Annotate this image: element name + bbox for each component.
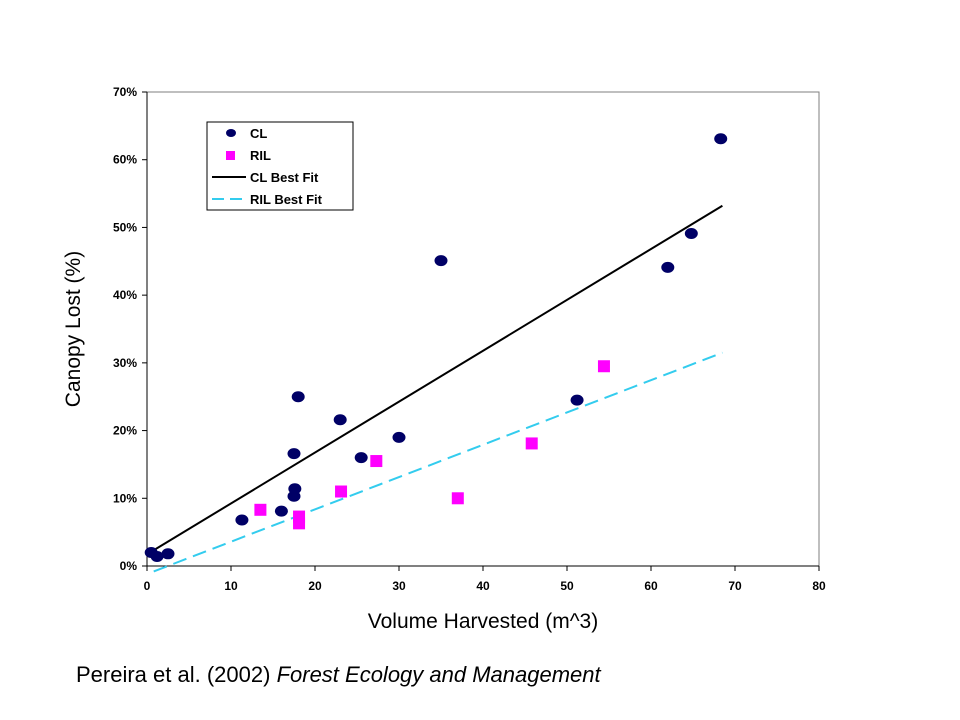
cl-data-point (287, 448, 301, 460)
ril-data-point (525, 437, 538, 450)
ril-data-point (451, 492, 464, 505)
legend-ril-fit-label: RIL Best Fit (250, 192, 323, 207)
cl-data-point (333, 414, 347, 426)
cl-data-point (684, 228, 698, 240)
ril-data-point (370, 455, 383, 468)
fit-lines (150, 204, 723, 573)
y-tick-label: 40% (113, 288, 137, 302)
legend-cl-label: CL (250, 126, 267, 141)
cl-data-point (354, 452, 368, 464)
cl-data-point (434, 255, 448, 267)
cl-data-point (274, 505, 288, 517)
x-tick-label: 20 (308, 579, 322, 593)
citation: Pereira et al. (2002) Forest Ecology and… (76, 662, 601, 688)
x-axis-ticks: 0 10 20 30 40 50 60 70 80 (144, 566, 826, 593)
y-axis-ticks: 0% 10% 20% 30% 40% 50% 60% 70% (113, 85, 147, 573)
y-tick-label: 20% (113, 424, 137, 438)
x-tick-label: 30 (392, 579, 406, 593)
y-tick-label: 50% (113, 220, 137, 234)
ril-data-point (293, 517, 306, 530)
cl-data-point (661, 261, 675, 273)
legend-cl-marker (226, 129, 236, 137)
legend-ril-label: RIL (250, 148, 271, 163)
x-tick-label: 0 (144, 579, 151, 593)
y-tick-label: 70% (113, 85, 137, 99)
cl-data-point (161, 548, 175, 560)
cl-data-point (235, 514, 249, 526)
x-tick-label: 10 (224, 579, 238, 593)
x-axis-title: Volume Harvested (m^3) (368, 610, 598, 633)
ril-data-point (597, 360, 610, 373)
x-tick-label: 40 (476, 579, 490, 593)
cl-data-point (570, 394, 584, 406)
citation-authors: Pereira et al. (2002) (76, 662, 271, 687)
y-axis-title: Canopy Lost (%) (62, 251, 85, 407)
cl-best-fit-line (150, 204, 723, 553)
cl-data-point (392, 431, 406, 443)
legend-cl-fit-label: CL Best Fit (250, 170, 319, 185)
cl-data-point (288, 483, 302, 495)
x-tick-label: 80 (812, 579, 826, 593)
data-points (144, 133, 728, 563)
ril-data-point (335, 485, 348, 498)
y-tick-label: 0% (120, 559, 138, 573)
cl-data-point (714, 133, 728, 145)
y-tick-label: 60% (113, 153, 137, 167)
y-tick-label: 30% (113, 356, 137, 370)
ril-data-point (254, 503, 267, 516)
legend: CL RIL CL Best Fit RIL Best Fit (206, 121, 354, 211)
y-tick-label: 10% (113, 491, 137, 505)
x-tick-label: 50 (560, 579, 574, 593)
cl-data-point (150, 551, 164, 563)
legend-ril-marker (226, 151, 235, 160)
x-tick-label: 60 (644, 579, 658, 593)
cl-data-point (291, 391, 305, 403)
x-tick-label: 70 (728, 579, 742, 593)
ril-best-fit-line (153, 351, 723, 573)
citation-journal: Forest Ecology and Management (276, 662, 601, 687)
